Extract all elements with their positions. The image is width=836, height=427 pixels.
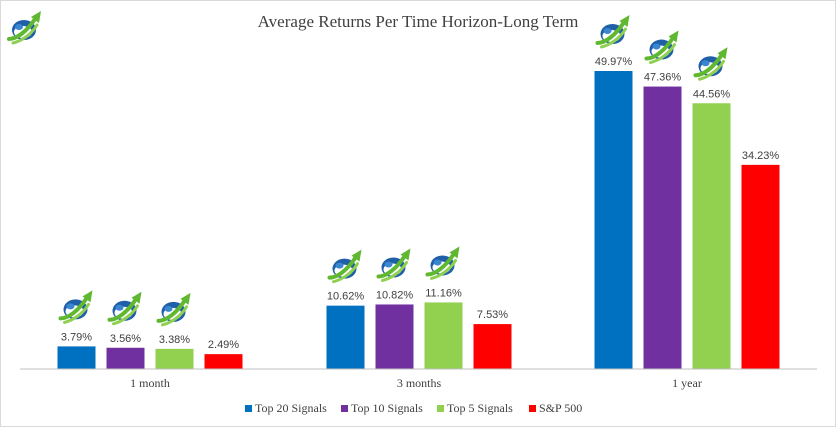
legend-label: S&P 500	[539, 401, 582, 415]
logo-icon	[693, 45, 730, 82]
x-axis-tick-labels: 1 month 3 months 1 year	[130, 376, 702, 390]
legend-item: Top 5 Signals	[437, 401, 513, 415]
logo-icon	[644, 28, 681, 65]
bar-top-10-signals-0	[106, 347, 145, 369]
legend-item: Top 20 Signals	[245, 401, 327, 415]
legend-label: Top 10 Signals	[351, 401, 423, 415]
data-label-top-10-signals-0: 3.56%	[110, 333, 141, 345]
data-label-top-20-signals-2: 49.97%	[595, 56, 633, 68]
chart-logo	[7, 9, 43, 45]
data-label-top-20-signals-1: 10.62%	[327, 291, 365, 303]
data-labels-layer: 3.79% 3.56% 3.38% 2.49% 10.62% 10.82% 11.16% 7.…	[61, 56, 779, 351]
legend-swatch	[437, 405, 444, 412]
logo-icon	[156, 290, 193, 327]
legend-swatch	[341, 405, 348, 412]
bar-top-5-signals-0	[155, 348, 194, 369]
data-label-top-10-signals-1: 10.82%	[376, 289, 414, 301]
data-label-s-p-500-0: 2.49%	[208, 339, 239, 351]
legend-item: Top 10 Signals	[341, 401, 423, 415]
legend: Top 20 Signals Top 10 Signals Top 5 Signal…	[245, 401, 582, 415]
x-tick-label: 1 year	[672, 376, 702, 390]
data-label-top-5-signals-2: 44.56%	[693, 88, 731, 100]
logo-icon	[107, 289, 144, 326]
bar-s-p-500-2	[741, 164, 780, 369]
logo-icon	[376, 246, 413, 283]
bar-top-20-signals-1	[326, 305, 365, 369]
bars-layer	[57, 70, 780, 369]
bar-s-p-500-0	[204, 354, 243, 369]
bar-top-5-signals-2	[692, 103, 731, 369]
legend-label: Top 5 Signals	[447, 401, 513, 415]
x-tick-label: 1 month	[130, 376, 170, 390]
bar-s-p-500-1	[473, 324, 512, 369]
legend-item: S&P 500	[529, 401, 582, 415]
bar-top-20-signals-0	[57, 346, 96, 369]
data-label-top-20-signals-0: 3.79%	[61, 331, 92, 343]
chart-title: Average Returns Per Time Horizon-Long Te…	[258, 12, 579, 31]
data-label-top-5-signals-0: 3.38%	[159, 334, 190, 346]
x-tick-label: 3 months	[397, 376, 442, 390]
legend-label: Top 20 Signals	[255, 401, 327, 415]
data-label-top-5-signals-1: 11.16%	[425, 287, 462, 299]
legend-swatch	[529, 405, 536, 412]
legend-swatch	[245, 405, 252, 412]
logo-icon	[425, 244, 462, 281]
data-label-top-10-signals-2: 47.36%	[644, 72, 682, 84]
data-label-s-p-500-1: 7.53%	[477, 309, 508, 321]
logo-icon	[595, 12, 632, 49]
data-label-s-p-500-2: 34.23%	[742, 150, 780, 162]
bar-top-5-signals-1	[424, 302, 463, 369]
bar-top-10-signals-2	[643, 86, 682, 369]
logo-icon	[327, 247, 364, 284]
logo-icon	[58, 288, 95, 325]
bar-top-10-signals-1	[375, 304, 414, 369]
bar-top-20-signals-2	[594, 70, 633, 369]
